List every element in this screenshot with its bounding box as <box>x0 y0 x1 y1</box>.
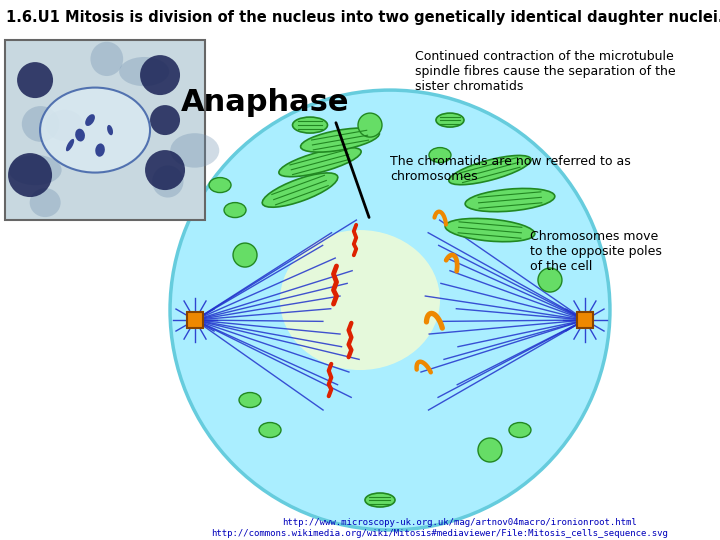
Ellipse shape <box>300 128 379 152</box>
Circle shape <box>17 62 53 98</box>
Ellipse shape <box>509 422 531 437</box>
Ellipse shape <box>91 42 123 76</box>
Text: Chromosomes move
to the opposite poles
of the cell: Chromosomes move to the opposite poles o… <box>530 230 662 273</box>
Ellipse shape <box>152 165 184 198</box>
Ellipse shape <box>449 156 531 185</box>
Circle shape <box>8 153 52 197</box>
Bar <box>187 312 203 328</box>
Ellipse shape <box>259 422 281 437</box>
Ellipse shape <box>22 106 59 142</box>
Bar <box>5 40 205 220</box>
Text: 1.6.U1 Mitosis is division of the nucleus into two genetically identical daughte: 1.6.U1 Mitosis is division of the nucleu… <box>6 10 720 25</box>
Ellipse shape <box>445 218 535 242</box>
Circle shape <box>150 105 180 135</box>
Ellipse shape <box>119 57 169 86</box>
Ellipse shape <box>292 117 328 133</box>
Text: Continued contraction of the microtubule
spindle fibres cause the separation of : Continued contraction of the microtubule… <box>415 50 675 93</box>
Circle shape <box>140 55 180 95</box>
Circle shape <box>233 243 257 267</box>
Circle shape <box>538 268 562 292</box>
Ellipse shape <box>436 113 464 127</box>
Ellipse shape <box>239 393 261 408</box>
Ellipse shape <box>40 87 150 173</box>
Ellipse shape <box>280 230 440 370</box>
Ellipse shape <box>365 493 395 507</box>
Ellipse shape <box>465 188 555 212</box>
Ellipse shape <box>224 202 246 218</box>
Ellipse shape <box>279 147 361 177</box>
Circle shape <box>145 150 185 190</box>
Text: Anaphase: Anaphase <box>181 87 349 117</box>
Text: http://www.microscopy-uk.org.uk/mag/artnov04macro/ironionroot.html: http://www.microscopy-uk.org.uk/mag/artn… <box>283 517 637 526</box>
Ellipse shape <box>75 129 85 141</box>
Text: http://commons.wikimedia.org/wiki/Mitosis#mediaviewer/File:Mitosis_cells_sequenc: http://commons.wikimedia.org/wiki/Mitosi… <box>212 529 668 537</box>
Ellipse shape <box>429 147 451 163</box>
Bar <box>577 312 593 328</box>
Ellipse shape <box>107 125 113 135</box>
Ellipse shape <box>66 139 74 151</box>
Ellipse shape <box>9 155 62 185</box>
Text: The chromatids are now referred to as
chromosomes: The chromatids are now referred to as ch… <box>390 155 631 183</box>
Ellipse shape <box>170 133 220 167</box>
Ellipse shape <box>209 178 231 193</box>
Ellipse shape <box>46 110 84 141</box>
Circle shape <box>170 90 610 530</box>
Circle shape <box>358 113 382 137</box>
Ellipse shape <box>85 114 95 126</box>
Circle shape <box>478 438 502 462</box>
Ellipse shape <box>95 144 105 157</box>
Ellipse shape <box>262 173 338 207</box>
Ellipse shape <box>30 188 60 217</box>
